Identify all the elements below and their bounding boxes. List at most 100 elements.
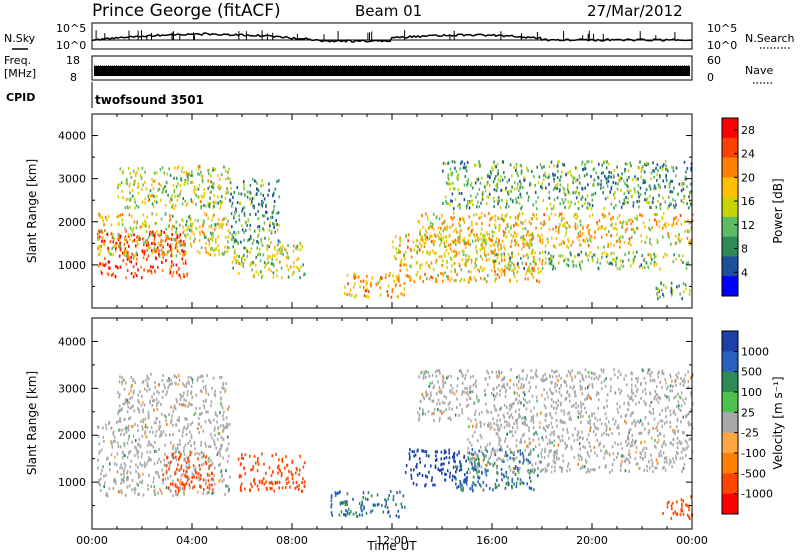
- scatter-cell: [623, 198, 626, 202]
- scatter-cell: [210, 190, 212, 194]
- scatter-cell: [410, 468, 412, 472]
- scatter-cell: [116, 470, 119, 474]
- scatter-cell: [450, 258, 453, 262]
- scatter-cell: [405, 263, 407, 267]
- scatter-cell: [588, 454, 591, 458]
- scatter-cell: [203, 219, 205, 223]
- scatter-cell: [255, 193, 258, 197]
- scatter-cell: [622, 455, 625, 459]
- scatter-cell: [574, 227, 577, 231]
- scatter-cell: [610, 187, 613, 191]
- scatter-cell: [532, 236, 535, 240]
- scatter-cell: [123, 388, 126, 391]
- scatter-cell: [555, 389, 558, 393]
- scatter-cell: [376, 493, 379, 497]
- scatter-cell: [458, 232, 461, 236]
- scatter-cell: [186, 389, 189, 393]
- velocity-scatter: [97, 368, 694, 520]
- scatter-cell: [102, 426, 104, 430]
- scatter-cell: [532, 420, 535, 424]
- scatter-cell: [498, 275, 501, 279]
- scatter-cell: [510, 413, 513, 417]
- scatter-cell: [584, 458, 587, 462]
- scatter-cell: [644, 455, 647, 459]
- scatter-cell: [567, 246, 570, 250]
- scatter-cell: [188, 214, 191, 218]
- scatter-cell: [555, 186, 558, 190]
- scatter-cell: [169, 271, 171, 275]
- scatter-cell: [147, 199, 149, 203]
- scatter-cell: [278, 468, 281, 471]
- scatter-cell: [590, 468, 592, 472]
- scatter-cell: [598, 465, 601, 469]
- scatter-cell: [410, 476, 413, 480]
- scatter-cell: [130, 424, 133, 428]
- scatter-cell: [209, 196, 211, 200]
- scatter-cell: [210, 224, 213, 228]
- scatter-cell: [197, 472, 200, 476]
- scatter-cell: [508, 263, 510, 266]
- scatter-cell: [562, 459, 565, 463]
- scatter-cell: [573, 214, 575, 218]
- scatter-cell: [501, 198, 503, 202]
- scatter-cell: [601, 235, 603, 239]
- scatter-cell: [424, 272, 426, 276]
- scatter-cell: [442, 236, 445, 240]
- scatter-cell: [683, 463, 686, 467]
- scatter-cell: [349, 288, 352, 292]
- scatter-cell: [603, 251, 606, 255]
- scatter-cell: [605, 433, 608, 436]
- scatter-cell: [511, 185, 513, 189]
- beam-label: Beam 01: [355, 2, 422, 20]
- scatter-cell: [271, 454, 274, 458]
- scatter-cell: [462, 166, 465, 170]
- scatter-cell: [197, 457, 199, 461]
- scatter-cell: [402, 494, 405, 498]
- scatter-cell: [611, 258, 614, 261]
- scatter-cell: [513, 391, 516, 395]
- scatter-cell: [212, 214, 214, 218]
- scatter-cell: [339, 490, 341, 494]
- scatter-cell: [447, 277, 449, 281]
- scatter-cell: [579, 379, 582, 383]
- scatter-cell: [574, 180, 577, 184]
- scatter-cell: [605, 166, 608, 170]
- scatter-cell: [157, 233, 159, 237]
- scatter-cell: [587, 244, 590, 248]
- scatter-cell: [277, 464, 280, 468]
- scatter-cell: [637, 177, 639, 181]
- scatter-cell: [142, 493, 145, 497]
- scatter-cell: [240, 456, 243, 460]
- scatter-cell: [121, 251, 124, 255]
- scatter-cell: [681, 183, 683, 187]
- scatter-cell: [489, 442, 491, 446]
- scatter-cell: [480, 484, 482, 488]
- scatter-cell: [594, 468, 596, 472]
- scatter-cell: [270, 241, 272, 245]
- scatter-cell: [429, 266, 431, 270]
- scatter-cell: [213, 213, 215, 217]
- scatter-cell: [586, 437, 588, 441]
- scatter-cell: [148, 245, 150, 249]
- scatter-cell: [621, 454, 624, 458]
- scatter-cell: [416, 239, 418, 243]
- scatter-cell: [509, 197, 512, 201]
- scatter-cell: [524, 422, 526, 426]
- scatter-cell: [597, 377, 600, 381]
- scatter-cell: [191, 380, 194, 384]
- scatter-cell: [494, 214, 497, 218]
- scatter-cell: [473, 276, 476, 280]
- scatter-cell: [516, 217, 519, 221]
- scatter-cell: [593, 445, 596, 449]
- scatter-cell: [688, 292, 691, 296]
- scatter-cell: [207, 179, 209, 183]
- scatter-cell: [577, 207, 580, 211]
- scatter-cell: [563, 217, 565, 220]
- scatter-cell: [210, 400, 213, 404]
- scatter-cell: [145, 221, 147, 225]
- scatter-cell: [541, 377, 544, 381]
- scatter-cell: [406, 268, 408, 272]
- scatter-cell: [136, 449, 138, 453]
- scatter-cell: [399, 239, 402, 243]
- scatter-cell: [212, 231, 214, 235]
